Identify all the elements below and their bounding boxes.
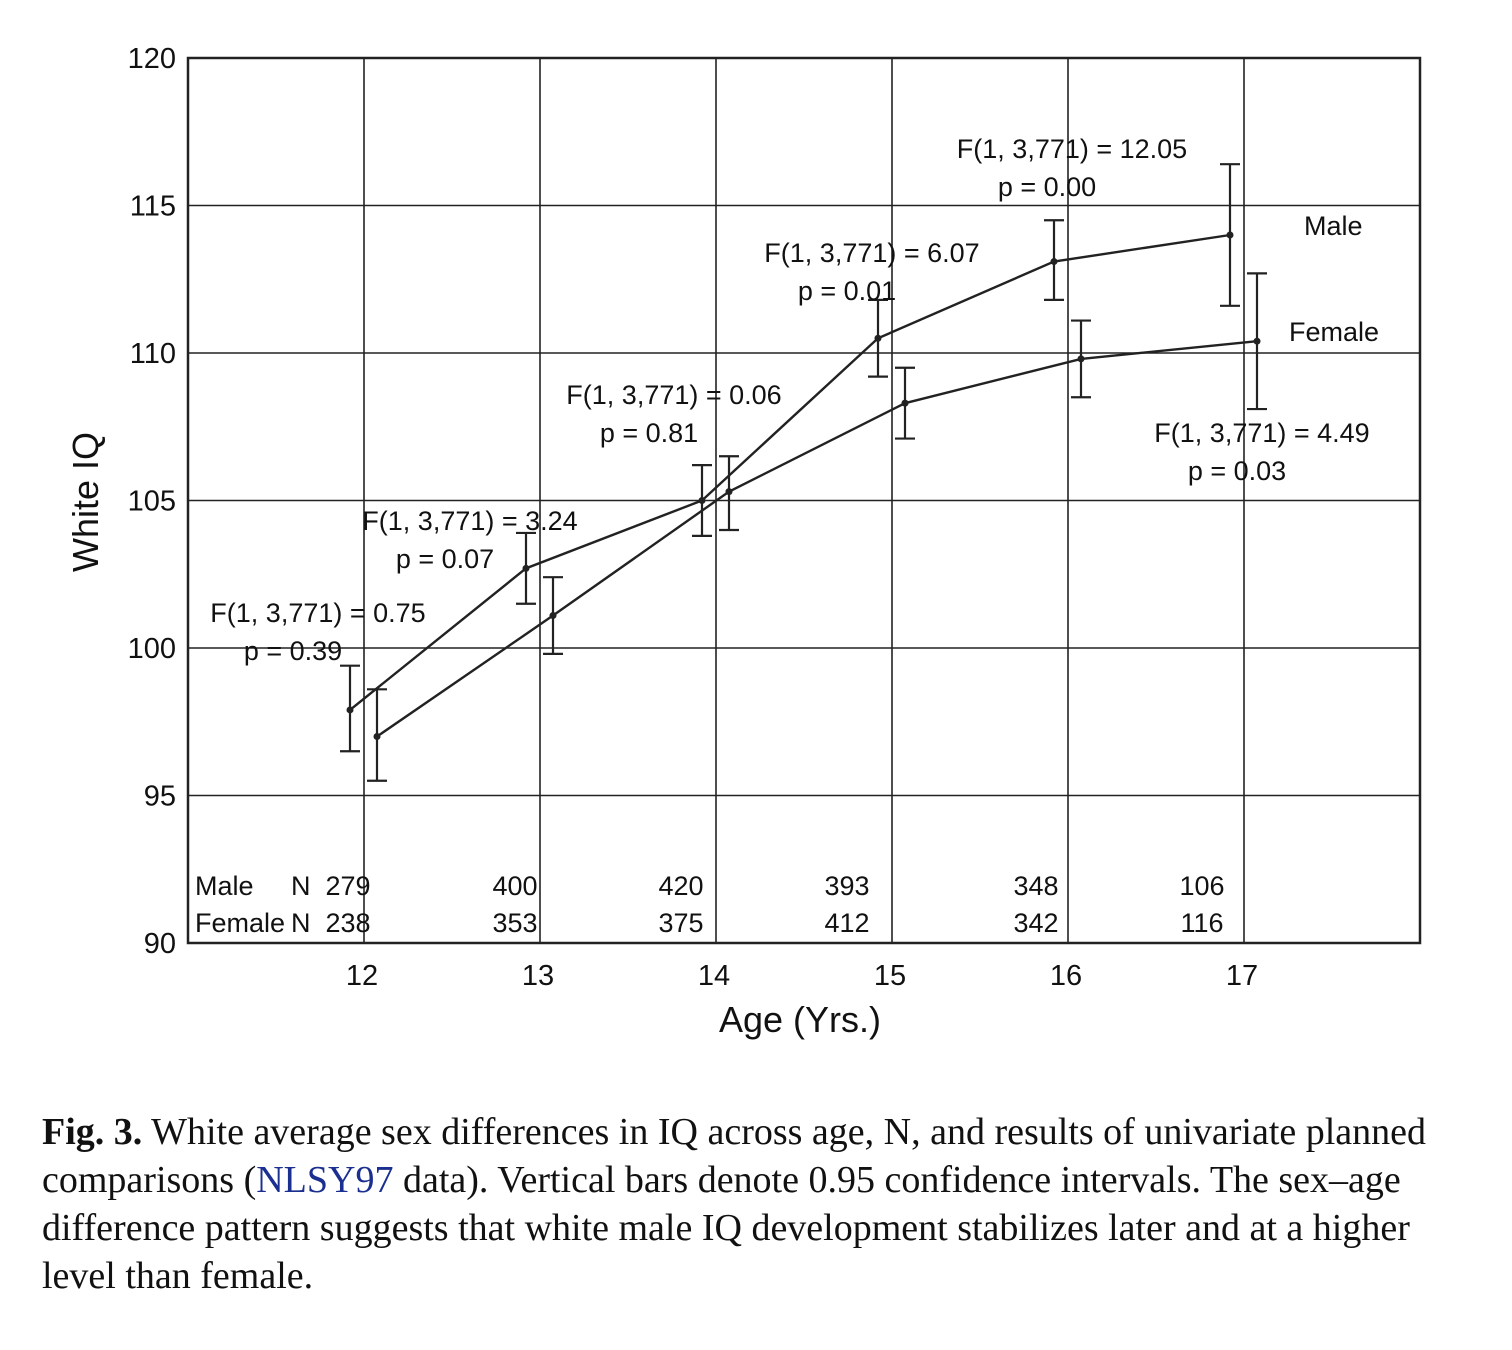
series-male (340, 163, 1240, 753)
series-label-male: Male (1304, 211, 1363, 241)
n-row-label-male: Male (195, 871, 254, 901)
x-tick-label: 14 (698, 960, 730, 992)
iq-line-chart: 90 95 100 105 110 115 120 12 13 14 15 16 17 Male Fem… (65, 43, 1422, 1040)
data-point (725, 488, 733, 496)
x-tick-label: 12 (346, 960, 378, 992)
y-tick-label: 100 (128, 633, 176, 665)
annotation-f-stat: F(1, 3,771) = 4.49 (1154, 418, 1369, 448)
x-axis-title: Age (Yrs.) (719, 999, 881, 1040)
annotation-p-value: p = 0.39 (244, 636, 342, 666)
n-count-female: 375 (658, 908, 703, 938)
series-female (367, 272, 1267, 782)
data-point (373, 733, 381, 740)
data-point (346, 706, 354, 714)
y-tick-labels: 90 95 100 105 110 115 120 (128, 43, 176, 960)
x-tick-labels: 12 13 14 15 16 17 (346, 960, 1258, 992)
n-count-male: 348 (1013, 871, 1058, 901)
series-label-female: Female (1289, 317, 1379, 347)
n-count-female: 342 (1013, 908, 1058, 938)
y-tick-label: 95 (144, 781, 176, 813)
n-count-male: 279 (325, 871, 370, 901)
annotation-group: F(1, 3,771) = 0.75 p = 0.39 F(1, 3,771) = … (210, 134, 1369, 666)
x-tick-label: 15 (874, 960, 906, 992)
annotation-p-value: p = 0.00 (998, 172, 1096, 202)
data-point (698, 497, 706, 504)
series-line (376, 340, 1258, 738)
caption-dataset-link[interactable]: NLSY97 (256, 1159, 394, 1201)
annotation-f-stat: F(1, 3,771) = 0.75 (210, 598, 425, 628)
caption-figure-label: Fig. 3. (42, 1111, 143, 1153)
plot-frame (186, 56, 1422, 945)
annotation-f-stat: F(1, 3,771) = 3.24 (362, 506, 577, 536)
x-tick-label: 17 (1226, 960, 1258, 992)
data-point (1226, 231, 1234, 239)
data-point (1253, 337, 1261, 345)
y-axis-title: White IQ (65, 432, 106, 572)
n-count-female: 238 (325, 908, 370, 938)
annotation-p-value: p = 0.07 (396, 544, 494, 574)
n-count-male: 400 (492, 871, 537, 901)
n-count-female: 353 (492, 908, 537, 938)
annotation-f-stat: F(1, 3,771) = 0.06 (566, 380, 781, 410)
series-line (349, 233, 1231, 711)
grid-lines (188, 57, 1420, 944)
data-point (1077, 355, 1085, 363)
data-point (522, 564, 530, 572)
n-row-label-female: Female (195, 908, 285, 938)
caption-text-start: White average sex differences in IQ acro… (42, 1111, 1427, 1201)
caption-text-end: data). Vertical bars denote 0.95 confide… (42, 1159, 1410, 1297)
n-row-label-n: N (291, 908, 311, 938)
data-point (549, 612, 557, 620)
n-count-female: 116 (1180, 908, 1223, 938)
n-count-male: 393 (824, 871, 869, 901)
n-count-male: 106 (1179, 871, 1224, 901)
figure-caption: Fig. 3. White average sex differences in… (42, 1108, 1462, 1300)
n-count-male: 420 (658, 871, 703, 901)
data-point (901, 399, 909, 407)
x-tick-label: 13 (522, 960, 554, 992)
series-group: Male Female (340, 163, 1379, 782)
annotation-f-stat: F(1, 3,771) = 12.05 (957, 134, 1187, 164)
n-row-label-n: N (291, 871, 311, 901)
annotation-f-stat: F(1, 3,771) = 6.07 (764, 238, 979, 268)
y-tick-label: 115 (130, 191, 176, 223)
y-tick-label: 90 (144, 928, 176, 960)
data-point (1050, 258, 1058, 266)
annotation-p-value: p = 0.03 (1188, 456, 1286, 486)
y-tick-label: 120 (128, 43, 176, 75)
annotation-p-value: p = 0.81 (600, 418, 698, 448)
n-count-female: 412 (824, 908, 869, 938)
annotation-p-value: p = 0.01 (798, 276, 896, 306)
data-point (874, 334, 882, 342)
y-tick-label: 105 (128, 486, 176, 518)
y-tick-label: 110 (130, 338, 176, 370)
x-tick-label: 16 (1050, 960, 1082, 992)
